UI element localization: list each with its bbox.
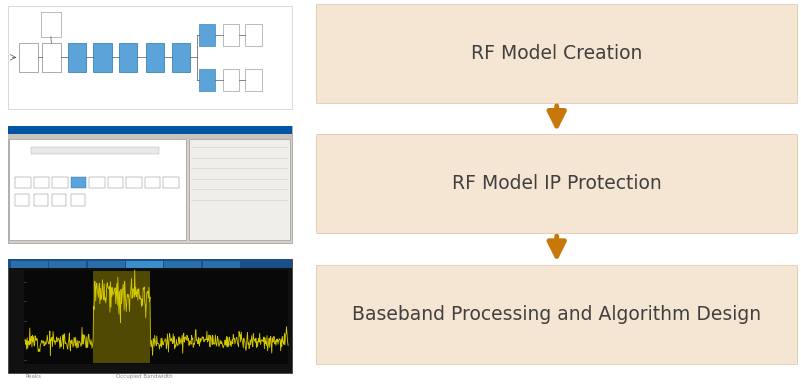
FancyBboxPatch shape [87,261,125,268]
FancyBboxPatch shape [49,261,87,268]
FancyBboxPatch shape [70,177,87,188]
FancyBboxPatch shape [146,43,164,72]
FancyBboxPatch shape [245,24,262,46]
Text: Occupied Bandwidth: Occupied Bandwidth [116,374,173,379]
FancyBboxPatch shape [163,177,179,188]
FancyBboxPatch shape [68,43,87,72]
FancyBboxPatch shape [223,24,239,46]
FancyBboxPatch shape [199,24,215,46]
FancyBboxPatch shape [107,177,123,188]
FancyBboxPatch shape [8,259,292,373]
FancyBboxPatch shape [15,194,29,206]
FancyBboxPatch shape [188,139,289,240]
FancyBboxPatch shape [199,69,215,91]
FancyBboxPatch shape [119,43,138,72]
FancyBboxPatch shape [24,270,288,364]
FancyBboxPatch shape [144,177,160,188]
FancyBboxPatch shape [52,194,66,206]
FancyBboxPatch shape [41,12,61,37]
FancyBboxPatch shape [11,261,48,268]
FancyBboxPatch shape [15,177,30,188]
FancyBboxPatch shape [8,126,292,134]
FancyBboxPatch shape [93,43,112,72]
FancyBboxPatch shape [203,261,239,268]
FancyBboxPatch shape [52,177,68,188]
FancyBboxPatch shape [164,261,201,268]
FancyBboxPatch shape [70,194,85,206]
Text: RF Model IP Protection: RF Model IP Protection [452,174,662,193]
FancyBboxPatch shape [223,69,239,91]
FancyBboxPatch shape [10,139,186,240]
FancyBboxPatch shape [34,194,48,206]
FancyBboxPatch shape [8,126,292,243]
Text: Peaks: Peaks [25,374,41,379]
FancyBboxPatch shape [171,43,190,72]
FancyBboxPatch shape [8,259,292,268]
FancyBboxPatch shape [316,265,797,364]
FancyBboxPatch shape [8,134,292,139]
FancyBboxPatch shape [89,177,105,188]
Text: RF Model Creation: RF Model Creation [471,44,642,63]
FancyBboxPatch shape [30,147,159,154]
FancyBboxPatch shape [126,261,163,268]
FancyBboxPatch shape [316,134,797,233]
FancyBboxPatch shape [19,43,38,72]
FancyBboxPatch shape [241,261,278,268]
FancyBboxPatch shape [34,177,49,188]
FancyBboxPatch shape [316,4,797,103]
FancyBboxPatch shape [93,271,151,363]
Text: Baseband Processing and Algorithm Design: Baseband Processing and Algorithm Design [352,305,761,324]
FancyBboxPatch shape [42,43,61,72]
FancyBboxPatch shape [8,6,292,109]
FancyBboxPatch shape [245,69,262,91]
FancyBboxPatch shape [126,177,142,188]
